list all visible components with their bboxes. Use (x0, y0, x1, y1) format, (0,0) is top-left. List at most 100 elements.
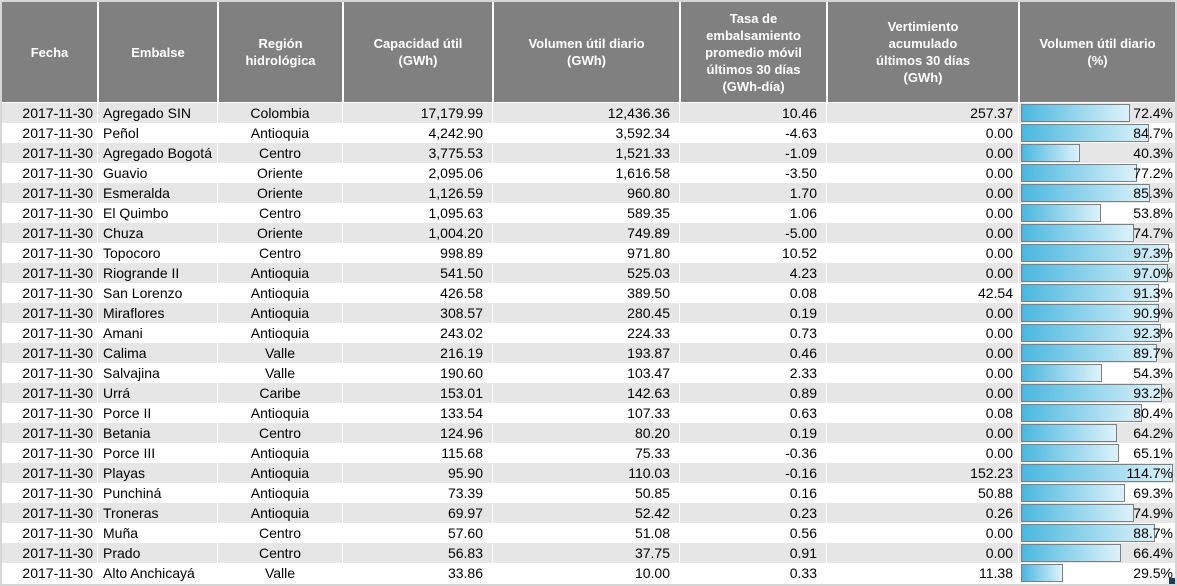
cell-volumen-util-pct: 85.3% (1018, 183, 1175, 203)
volume-bar (1021, 264, 1169, 282)
cell-volumen-util-gwh: 3,592.34 (492, 123, 679, 143)
cell-capacidad-util: 153.01 (342, 383, 492, 403)
cell-volumen-util-pct: 74.9% (1018, 503, 1175, 523)
cell-volumen-util-gwh: 51.08 (492, 523, 679, 543)
cell-volumen-util-pct: 64.2% (1018, 423, 1175, 443)
table-row: 2017-11-30 Punchiná Antioquia 73.39 50.85 0.1… (2, 483, 1175, 503)
volume-bar (1021, 564, 1064, 582)
table-row: 2017-11-30 Calima Valle 216.19 193.87 0.46 0.0… (2, 343, 1175, 363)
pct-value: 74.9% (1133, 505, 1173, 521)
cell-vertimiento: 50.88 (826, 483, 1018, 503)
volume-bar (1021, 164, 1138, 182)
cell-region: Caribe (217, 383, 342, 403)
pct-value: 80.4% (1133, 405, 1173, 421)
cell-vertimiento: 0.00 (826, 323, 1018, 343)
cell-region: Oriente (217, 183, 342, 203)
cell-volumen-util-gwh: 1,521.33 (492, 143, 679, 163)
volume-bar (1021, 304, 1159, 322)
cell-volumen-util-gwh: 103.47 (492, 363, 679, 383)
cell-embalse: Riogrande II (97, 263, 217, 283)
column-header-region-hidrologica[interactable]: Región hidrológica (217, 2, 342, 102)
column-header-capacidad-util[interactable]: Capacidad útil (GWh) (342, 2, 492, 102)
column-header-vertimiento-acumulado[interactable]: Vertimiento acumulado últimos 30 días (G… (826, 2, 1018, 102)
cell-volumen-util-pct: 89.7% (1018, 343, 1175, 363)
column-header-volumen-util-diario-pct[interactable]: Volumen útil diario (%) (1018, 2, 1175, 102)
cell-vertimiento: 0.00 (826, 443, 1018, 463)
cell-vertimiento: 0.00 (826, 303, 1018, 323)
resize-handle[interactable] (1169, 578, 1175, 584)
cell-region: Centro (217, 423, 342, 443)
cell-embalse: Alto Anchicayá (97, 563, 217, 583)
pct-value: 29.5% (1133, 565, 1173, 581)
cell-capacidad-util: 3,775.53 (342, 143, 492, 163)
cell-vertimiento: 0.00 (826, 183, 1018, 203)
cell-tasa-embalsamiento: 0.91 (679, 543, 826, 563)
volume-bar (1021, 524, 1156, 542)
cell-volumen-util-pct: 114.7% (1018, 463, 1175, 483)
cell-volumen-util-gwh: 10.00 (492, 563, 679, 583)
cell-volumen-util-gwh: 971.80 (492, 243, 679, 263)
cell-embalse: Amani (97, 323, 217, 343)
cell-capacidad-util: 4,242.90 (342, 123, 492, 143)
cell-region: Centro (217, 203, 342, 223)
table-row: 2017-11-30 Porce II Antioquia 133.54 107.33 0… (2, 403, 1175, 423)
cell-fecha: 2017-11-30 (22, 505, 93, 521)
cell-embalse: San Lorenzo (97, 283, 217, 303)
pct-value: 85.3% (1133, 185, 1173, 201)
cell-tasa-embalsamiento: 0.16 (679, 483, 826, 503)
cell-vertimiento: 152.23 (826, 463, 1018, 483)
cell-capacidad-util: 133.54 (342, 403, 492, 423)
pct-value: 88.7% (1133, 525, 1173, 541)
cell-vertimiento: 0.00 (826, 243, 1018, 263)
cell-tasa-embalsamiento: 0.33 (679, 563, 826, 583)
volume-bar (1021, 484, 1126, 502)
table-row: 2017-11-30 Guavio Oriente 2,095.06 1,616.58-… (2, 163, 1175, 183)
pct-value: 66.4% (1133, 545, 1173, 561)
cell-fecha: 2017-11-30 (22, 385, 93, 401)
cell-volumen-util-pct: 97.3% (1018, 243, 1175, 263)
volume-bar (1021, 424, 1118, 442)
pct-value: 97.3% (1133, 245, 1173, 261)
cell-volumen-util-pct: 69.3% (1018, 483, 1175, 503)
cell-volumen-util-pct: 72.4% (1018, 103, 1175, 123)
cell-embalse: Porce II (97, 403, 217, 423)
cell-capacidad-util: 216.19 (342, 343, 492, 363)
pct-value: 54.3% (1133, 365, 1173, 381)
pct-value: 53.8% (1133, 205, 1173, 221)
cell-fecha: 2017-11-30 (22, 105, 93, 121)
cell-fecha: 2017-11-30 (22, 365, 93, 381)
cell-tasa-embalsamiento: 0.19 (679, 423, 826, 443)
pct-value: 97.0% (1133, 265, 1173, 281)
column-header-fecha[interactable]: Fecha (30, 44, 69, 60)
cell-fecha: 2017-11-30 (22, 525, 93, 541)
cell-tasa-embalsamiento: 0.19 (679, 303, 826, 323)
volume-bar (1021, 104, 1130, 122)
cell-tasa-embalsamiento: -5.00 (679, 223, 826, 243)
cell-embalse: Betania (97, 423, 217, 443)
cell-tasa-embalsamiento: 0.89 (679, 383, 826, 403)
cell-volumen-util-gwh: 52.42 (492, 503, 679, 523)
cell-region: Antioquia (217, 463, 342, 483)
table-row: 2017-11-30 Topocoro Centro 998.89 971.80 10.5… (2, 243, 1175, 263)
cell-fecha: 2017-11-30 (22, 265, 93, 281)
cell-capacidad-util: 426.58 (342, 283, 492, 303)
cell-capacidad-util: 73.39 (342, 483, 492, 503)
volume-bar (1021, 224, 1134, 242)
cell-region: Centro (217, 243, 342, 263)
column-header-tasa-embalsamiento[interactable]: Tasa de embalsamiento promedio móvil últ… (679, 2, 826, 102)
cell-region: Antioquia (217, 263, 342, 283)
column-header-volumen-util-diario-gwh[interactable]: Volumen útil diario (GWh) (492, 2, 679, 102)
cell-volumen-util-pct: 40.3% (1018, 143, 1175, 163)
cell-tasa-embalsamiento: 0.63 (679, 403, 826, 423)
volume-bar (1021, 144, 1080, 162)
cell-volumen-util-gwh: 749.89 (492, 223, 679, 243)
column-header-embalse[interactable]: Embalse (97, 2, 217, 102)
cell-capacidad-util: 56.83 (342, 543, 492, 563)
pct-value: 89.7% (1133, 345, 1173, 361)
cell-fecha: 2017-11-30 (22, 485, 93, 501)
cell-volumen-util-pct: 77.2% (1018, 163, 1175, 183)
cell-fecha: 2017-11-30 (22, 465, 93, 481)
cell-capacidad-util: 57.60 (342, 523, 492, 543)
table-row: 2017-11-30 San Lorenzo Antioquia 426.58 389.… (2, 283, 1175, 303)
